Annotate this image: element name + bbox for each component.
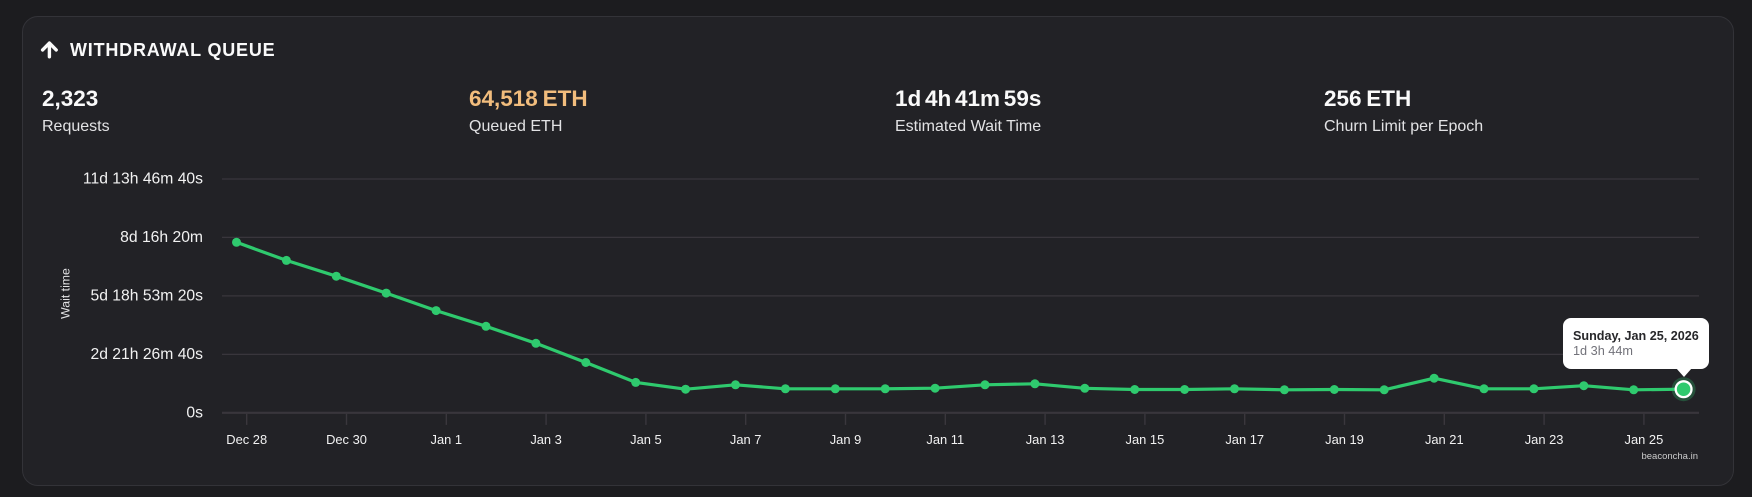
svg-text:Jan 15: Jan 15 (1126, 432, 1165, 447)
svg-text:8d 16h 20m: 8d 16h 20m (120, 229, 203, 246)
svg-text:Jan 11: Jan 11 (926, 432, 964, 447)
svg-text:Jan 25: Jan 25 (1625, 432, 1664, 447)
svg-text:5d 18h 53m 20s: 5d 18h 53m 20s (90, 287, 203, 304)
svg-text:2d 21h 26m 40s: 2d 21h 26m 40s (90, 346, 203, 363)
svg-text:Jan 19: Jan 19 (1325, 432, 1364, 447)
svg-text:Jan 7: Jan 7 (730, 432, 762, 447)
svg-text:Jan 23: Jan 23 (1525, 432, 1564, 447)
svg-text:Jan 17: Jan 17 (1225, 432, 1264, 447)
svg-text:11d 13h 46m 40s: 11d 13h 46m 40s (83, 171, 203, 188)
svg-text:Dec 28: Dec 28 (226, 432, 267, 447)
svg-text:Jan 3: Jan 3 (530, 432, 562, 447)
svg-text:Jan 13: Jan 13 (1026, 432, 1065, 447)
svg-text:0s: 0s (186, 404, 203, 421)
svg-text:Jan 9: Jan 9 (830, 432, 862, 447)
svg-text:Wait time: Wait time (59, 268, 73, 319)
svg-text:Jan 21: Jan 21 (1425, 432, 1464, 447)
svg-text:Jan 1: Jan 1 (431, 432, 463, 447)
svg-text:Jan 5: Jan 5 (630, 432, 662, 447)
svg-text:Dec 30: Dec 30 (326, 432, 367, 447)
